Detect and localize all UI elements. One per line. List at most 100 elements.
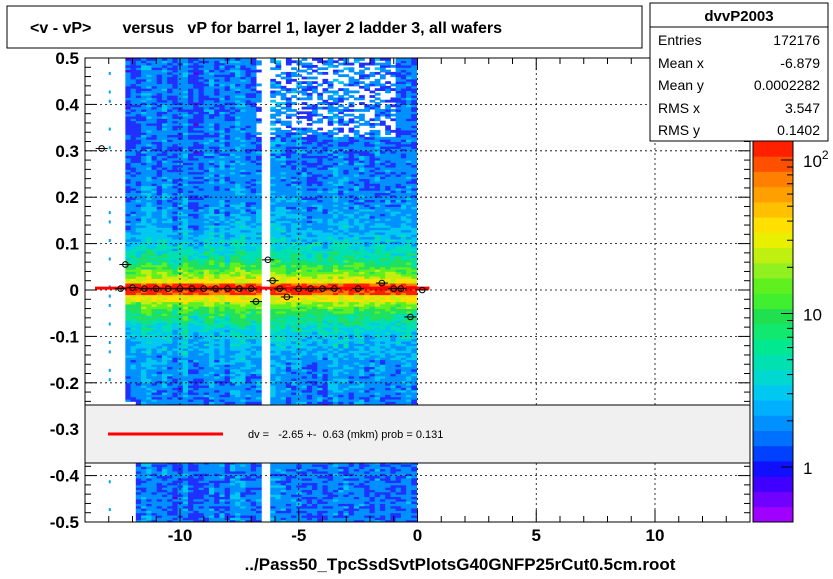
heatmap-cell [141,503,147,507]
heatmap-cell [151,183,158,187]
heatmap-cell [188,194,194,198]
heatmap-cell [229,510,236,514]
heatmap-cell [135,155,142,159]
heatmap-cell [256,491,262,495]
heatmap-cell [224,366,231,370]
heatmap-cell [167,257,173,261]
heatmap-cell [146,201,153,205]
heatmap-cell [229,255,236,259]
heatmap-cell [161,106,168,110]
heatmap-cell [188,334,194,337]
heatmap-cell [245,136,252,140]
heatmap-cell [245,276,252,279]
heatmap-cell [219,317,226,321]
heatmap-cell [193,280,200,284]
heatmap-cell [172,375,179,379]
heatmap-cell [188,262,194,265]
heatmap-cell [229,266,236,270]
heatmap-cell [219,64,226,68]
heatmap-cell [172,215,179,219]
heatmap-cell [188,104,194,108]
heatmap-cell [125,208,132,212]
heatmap-cell [208,241,215,245]
heatmap-cell [229,375,236,379]
heatmap-cell [135,236,142,240]
heatmap-cell [229,262,236,265]
heatmap-cell [182,109,189,112]
heatmap-cell [146,178,153,182]
heatmap-cell [214,215,220,219]
heatmap-cell [188,229,194,233]
heatmap-cell [151,322,158,326]
heatmap-cell [208,308,215,312]
heatmap-cell [235,60,241,64]
heatmap-cell [224,236,231,240]
heatmap-cell [151,171,158,175]
heatmap-cell [224,508,231,511]
heatmap-cell [219,515,226,518]
heatmap-cell [182,106,189,110]
heatmap-cell [161,387,168,391]
heatmap-cell [182,283,189,286]
heatmap-cell [235,475,241,479]
heatmap-cell [156,503,163,507]
heatmap-cell [224,352,231,356]
heatmap-cell [198,213,205,217]
heatmap-cell [177,503,184,507]
heatmap-cell [172,510,179,514]
heatmap-cell [156,155,163,159]
heatmap-cell [198,97,205,101]
heatmap-cell [135,299,142,303]
heatmap-cell [208,64,215,68]
heatmap-cell [229,99,236,103]
heatmap-cell [188,371,194,375]
heatmap-cell [146,81,153,85]
heatmap-cell [250,141,257,145]
heatmap-cell [235,352,241,356]
heatmap-cell [214,519,220,522]
heatmap-cell [146,389,153,393]
heatmap-cell [245,266,252,270]
heatmap-cell [245,262,252,265]
heatmap-cell [130,354,137,358]
heatmap-cell [198,396,205,400]
heatmap-cell [250,464,257,467]
heatmap-cell [135,92,142,96]
heatmap-cell [146,505,153,509]
heatmap-cell [167,187,173,191]
heatmap-cell [240,67,247,71]
heatmap-cell [182,171,189,175]
heatmap-cell [240,273,247,277]
heatmap-cell [146,294,153,298]
heatmap-cell [130,329,137,333]
heatmap-cell [193,122,200,126]
heatmap-cell [256,389,262,393]
heatmap-cell [235,97,241,101]
heatmap-cell [161,213,168,217]
heatmap-cell [245,180,252,184]
heatmap-cell [229,517,236,521]
heatmap-cell [203,482,210,486]
heatmap-cell [141,248,147,252]
heatmap-cell [250,69,257,73]
heatmap-cell [198,104,205,108]
heatmap-cell [130,301,137,305]
heatmap-cell [135,313,142,317]
heatmap-cell [135,83,142,87]
heatmap-cell [208,382,215,386]
heatmap-cell [182,248,189,252]
heatmap-cell [214,64,220,68]
heatmap-cell [135,294,142,298]
heatmap-cell [208,399,215,402]
heatmap-cell [130,187,137,191]
heatmap-cell [135,232,142,235]
heatmap-cell [182,95,189,98]
heatmap-cell [208,97,215,101]
heatmap-cell [151,148,158,152]
heatmap-cell [250,329,257,333]
heatmap-cell [219,211,226,214]
heatmap-cell [182,308,189,312]
heatmap-cell [167,143,173,147]
heatmap-cell [146,348,153,351]
heatmap-cell [235,232,241,235]
